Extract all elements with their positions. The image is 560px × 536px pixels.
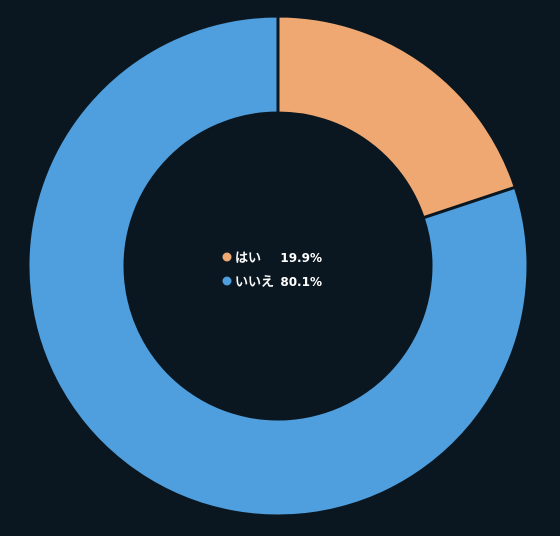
legend-item-no[interactable]: いいえ 80.1% — [222, 275, 323, 290]
donut-slice-yes[interactable] — [276, 14, 518, 220]
legend-value-yes: 19.9% — [280, 251, 322, 265]
donut-slices — [26, 14, 530, 518]
legend-label-yes: はい — [235, 251, 261, 266]
chart-legend: はい 19.9% いいえ 80.1% — [222, 251, 323, 290]
legend-swatch-no — [222, 276, 232, 286]
legend-label-no: いいえ — [235, 275, 274, 290]
donut-slice-no[interactable] — [26, 14, 530, 518]
legend-swatch-yes — [222, 252, 232, 262]
legend-value-no: 80.1% — [280, 275, 322, 289]
legend-item-yes[interactable]: はい 19.9% — [222, 251, 323, 266]
